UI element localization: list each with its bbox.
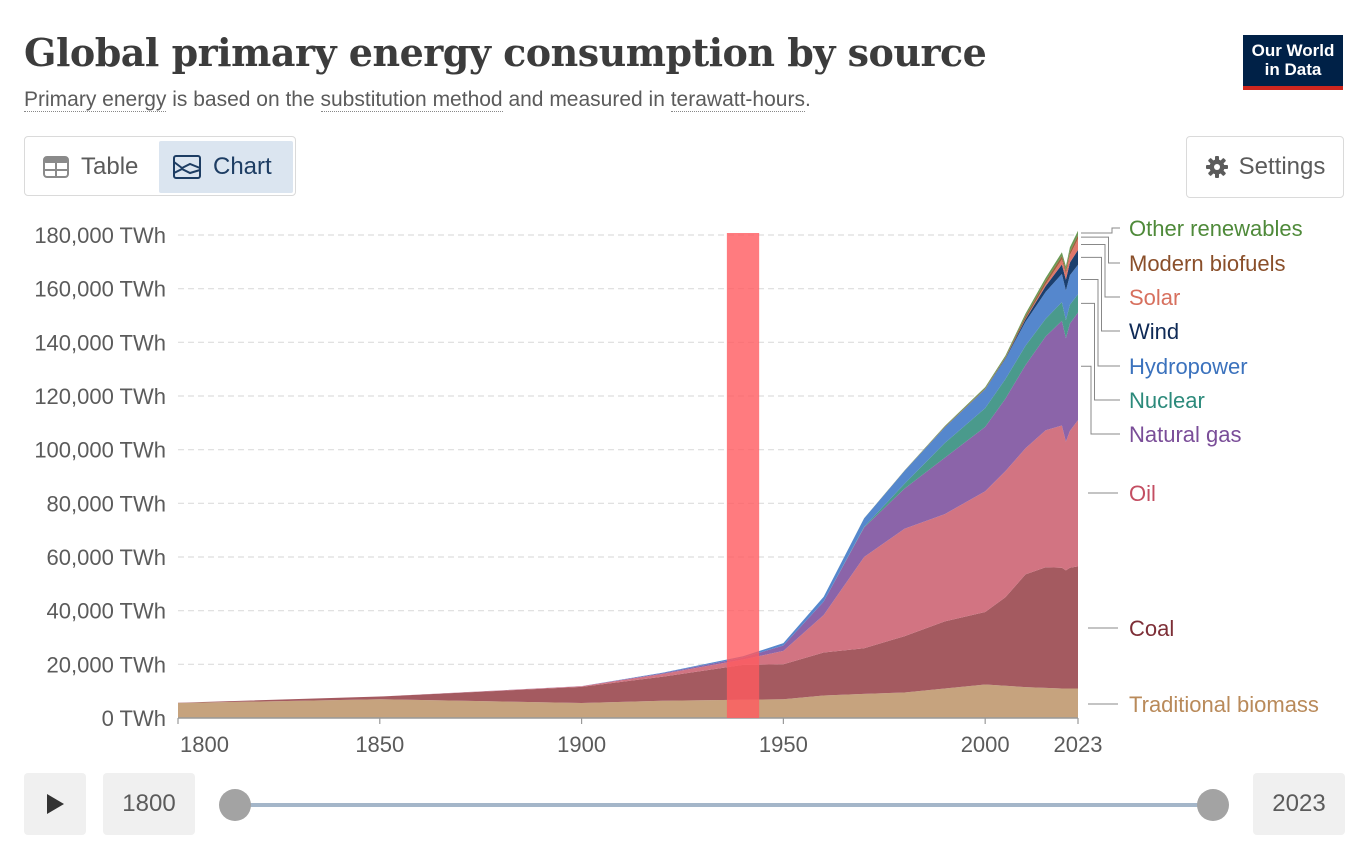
gear-icon — [1205, 156, 1228, 178]
series-label-coal: Coal — [1129, 616, 1174, 641]
label-leader-natural-gas — [1081, 365, 1120, 435]
y-tick-label: 60,000 TWh — [47, 545, 166, 570]
play-icon — [47, 794, 64, 814]
timeline-slider-track[interactable] — [236, 803, 1212, 807]
y-tick-label: 80,000 TWh — [47, 491, 166, 516]
x-tick-label: 2023 — [1054, 732, 1103, 757]
timeline-start-handle[interactable] — [219, 789, 251, 821]
y-tick-label: 140,000 TWh — [34, 330, 166, 355]
timeline-end-handle[interactable] — [1197, 789, 1229, 821]
x-tick-label: 1800 — [180, 732, 229, 757]
series-label-natural-gas: Natural gas — [1129, 422, 1242, 447]
series-label-other-renewables: Other renewables — [1129, 216, 1303, 241]
y-tick-label: 20,000 TWh — [47, 652, 166, 677]
tab-table[interactable]: Table — [29, 141, 157, 193]
settings-button[interactable]: Settings — [1186, 136, 1344, 198]
y-tick-label: 160,000 TWh — [34, 277, 166, 302]
highlight-band — [726, 233, 760, 718]
subtitle-text: is based on the — [166, 88, 321, 111]
subtitle-text: and measured in — [502, 88, 671, 111]
substitution-method-link[interactable]: substitution method — [320, 88, 503, 112]
series-label-modern-biofuels: Modern biofuels — [1129, 251, 1286, 276]
label-leader-other-renewables — [1081, 227, 1120, 234]
y-tick-label: 0 TWh — [102, 706, 166, 731]
area-oil[interactable] — [178, 420, 1078, 703]
play-button[interactable] — [24, 773, 86, 835]
label-leader-nuclear — [1081, 302, 1120, 401]
label-leader-solar — [1081, 244, 1120, 298]
owid-logo[interactable]: Our World in Data — [1243, 35, 1343, 90]
series-label-nuclear: Nuclear — [1129, 388, 1205, 413]
x-tick-label: 1850 — [355, 732, 404, 757]
tab-chart[interactable]: Chart — [159, 141, 293, 193]
area-natural-gas[interactable] — [178, 312, 1078, 703]
area-coal[interactable] — [178, 566, 1078, 703]
area-hydropower[interactable] — [178, 264, 1078, 703]
series-label-traditional-biomass: Traditional biomass — [1129, 692, 1319, 717]
table-icon — [43, 156, 69, 178]
start-year-box[interactable]: 1800 — [103, 773, 195, 835]
subtitle-text: . — [804, 88, 811, 111]
y-tick-label: 180,000 TWh — [34, 223, 166, 248]
label-leader-modern-biofuels — [1081, 236, 1120, 264]
page-subtitle: Primary energy is based on the substitut… — [24, 88, 811, 112]
series-label-solar: Solar — [1129, 285, 1180, 310]
y-tick-label: 120,000 TWh — [34, 384, 166, 409]
energy-area-chart: 0 TWh 20,000 TWh 40,000 TWh 60,000 TWh 80,00… — [34, 216, 1319, 757]
label-leader-wind — [1081, 256, 1120, 332]
chart-icon — [173, 155, 201, 179]
logo-line1: Our World — [1251, 41, 1335, 60]
end-year-box[interactable]: 2023 — [1253, 773, 1345, 835]
x-tick-label: 2000 — [961, 732, 1010, 757]
settings-label: Settings — [1238, 153, 1326, 180]
primary-energy-link[interactable]: Primary energy — [24, 88, 167, 112]
x-tick-label: 1950 — [759, 732, 808, 757]
y-tick-label: 40,000 TWh — [47, 599, 166, 624]
series-label-oil: Oil — [1129, 481, 1156, 506]
tab-table-label: Table — [81, 153, 139, 180]
label-leader-hydropower — [1081, 279, 1120, 367]
series-label-wind: Wind — [1129, 319, 1179, 344]
series-label-hydropower: Hydropower — [1129, 354, 1248, 379]
tab-chart-label: Chart — [213, 153, 272, 180]
logo-line2: in Data — [1264, 60, 1322, 79]
area-traditional-biomass[interactable] — [178, 684, 1078, 719]
view-tabs: Table Chart — [24, 136, 296, 196]
terawatt-hours-link[interactable]: terawatt-hours — [670, 88, 805, 112]
y-tick-label: 100,000 TWh — [34, 438, 166, 463]
page-title: Global primary energy consumption by sou… — [24, 30, 987, 75]
x-tick-label: 1900 — [557, 732, 606, 757]
